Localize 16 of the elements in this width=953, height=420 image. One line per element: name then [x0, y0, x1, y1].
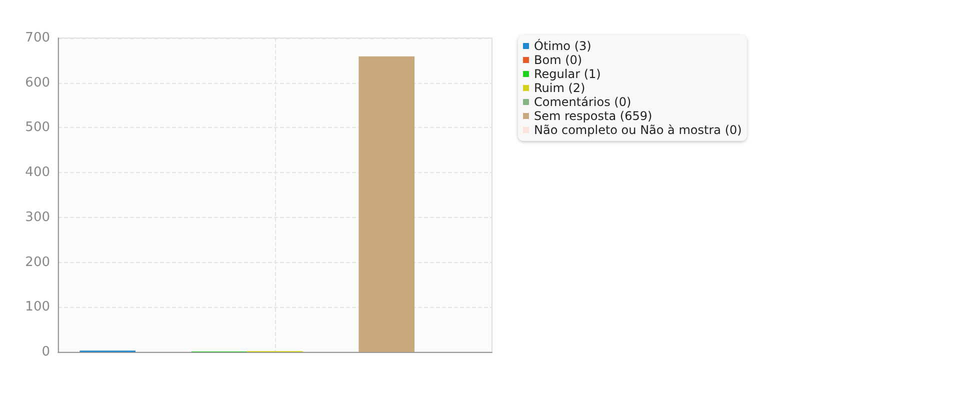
legend-label: Bom (0): [534, 53, 582, 67]
legend-label: Ótimo (3): [534, 38, 592, 53]
legend-label: Comentários (0): [534, 95, 632, 109]
legend-label: Ruim (2): [534, 81, 586, 95]
y-tick-label: 0: [42, 344, 50, 360]
legend-label: Regular (1): [534, 67, 601, 81]
y-tick-label: 200: [25, 254, 50, 270]
y-tick-label: 100: [25, 300, 50, 315]
legend-label: Sem resposta (659): [534, 109, 652, 123]
y-tick-label: 300: [25, 210, 50, 225]
y-tick-label: 500: [25, 120, 50, 136]
y-tick-label: 700: [25, 30, 50, 46]
legend-label: Não completo ou Não à mostra (0): [534, 123, 742, 137]
y-tick-label: 600: [25, 75, 50, 90]
bar: [358, 56, 414, 352]
y-tick-label: 400: [25, 165, 50, 180]
